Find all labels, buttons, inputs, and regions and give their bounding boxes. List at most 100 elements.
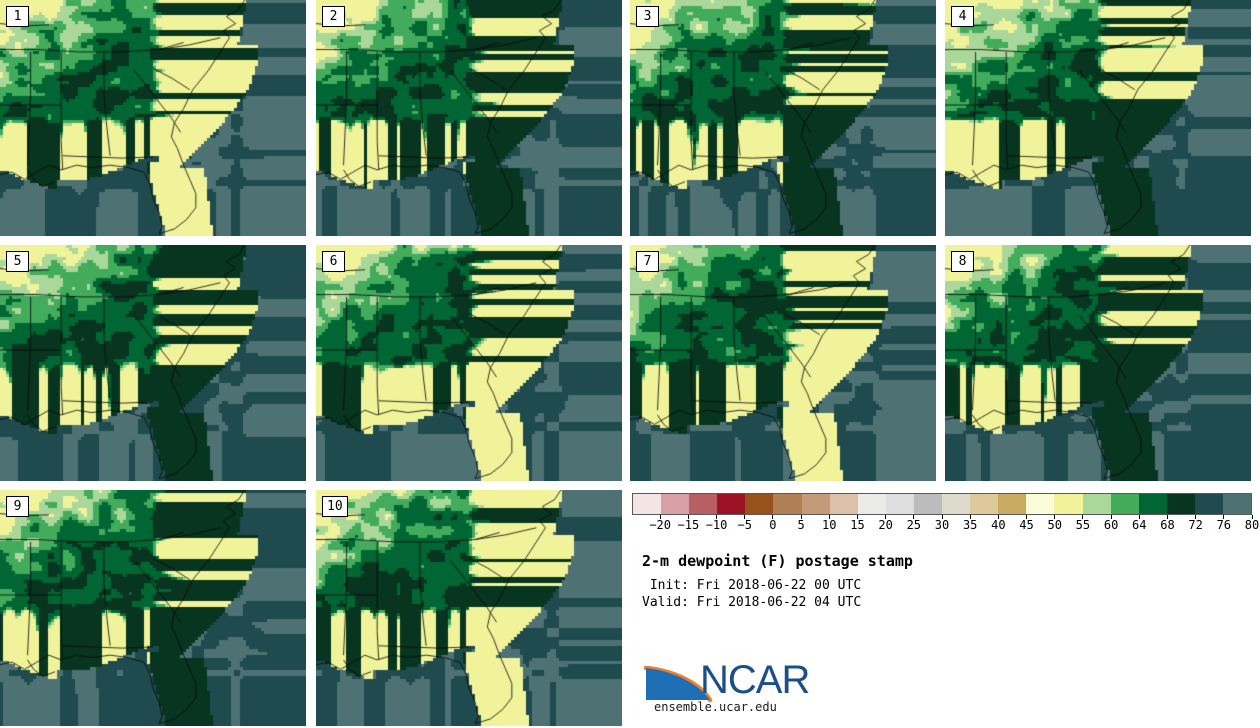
ensemble-member-panel-7[interactable]: 7 [630, 245, 936, 481]
colorbar-tick [913, 515, 915, 519]
colorbar-tick [687, 515, 689, 519]
panel-number-label: 5 [6, 251, 29, 272]
colorbar-cell [1026, 494, 1055, 514]
dewpoint-map-3 [630, 0, 936, 236]
colorbar-tick-label: 64 [1132, 518, 1147, 532]
colorbar-cell [801, 494, 830, 514]
ensemble-member-panel-10[interactable]: 10 [316, 490, 622, 726]
ncar-wordmark: NCAR [700, 658, 810, 702]
ensemble-member-panel-6[interactable]: 6 [316, 245, 622, 481]
colorbar-tick [885, 515, 887, 519]
colorbar [632, 493, 1252, 515]
panel-number-label: 7 [636, 251, 659, 272]
colorbar-tick [1082, 515, 1084, 519]
ncar-logo-mark [643, 665, 713, 703]
colorbar-cell [829, 494, 858, 514]
colorbar-cell [745, 494, 774, 514]
colorbar-cell [717, 494, 746, 514]
colorbar-cell [1054, 494, 1083, 514]
colorbar-tick-label: −15 [677, 518, 700, 532]
ensemble-member-panel-1[interactable]: 1 [0, 0, 306, 236]
colorbar-cell [998, 494, 1027, 514]
ensemble-member-panel-8[interactable]: 8 [945, 245, 1251, 481]
colorbar-cell [773, 494, 802, 514]
colorbar-cell [942, 494, 971, 514]
dewpoint-map-4 [945, 0, 1251, 236]
colorbar-tick [1054, 515, 1056, 519]
panel-number-label: 4 [951, 6, 974, 27]
colorbar-cell [1082, 494, 1111, 514]
colorbar-cell [689, 494, 718, 514]
ensemble-member-panel-3[interactable]: 3 [630, 0, 936, 236]
ncar-url-label: ensemble.ucar.edu [654, 700, 777, 714]
colorbar-tick-label: 55 [1075, 518, 1091, 532]
colorbar-tick [659, 515, 661, 519]
colorbar-tick-label: 5 [797, 518, 805, 532]
colorbar-tick-label: 72 [1188, 518, 1203, 532]
colorbar-tick [828, 515, 830, 519]
colorbar-tick [716, 515, 718, 519]
colorbar-tick-label: 40 [991, 518, 1006, 532]
colorbar-tick [1195, 515, 1197, 519]
legend-block: −20 −15 −10 −5 0 5 10 15 20 25 30 35 40 45 50 55 60 64 68 7… [630, 488, 1260, 728]
colorbar-tick [997, 515, 999, 519]
ncar-logo: NCAR ensemble.ucar.edu [642, 658, 862, 718]
colorbar-tick-label: 0 [769, 518, 777, 532]
panel-number-label: 2 [322, 6, 345, 27]
figure-title: 2-m dewpoint (F) postage stamp [642, 552, 913, 570]
colorbar-tick-marks [632, 515, 1253, 520]
valid-time-label: Valid: Fri 2018-06-22 04 UTC [642, 595, 862, 610]
colorbar-tick [800, 515, 802, 519]
colorbar-tick-label: 60 [1103, 518, 1119, 532]
colorbar-tick [1166, 515, 1168, 519]
colorbar-tick [1223, 515, 1225, 519]
dewpoint-map-5 [0, 245, 306, 481]
colorbar-tick [1251, 515, 1253, 519]
ensemble-member-panel-9[interactable]: 9 [0, 490, 306, 726]
ensemble-member-panel-5[interactable]: 5 [0, 245, 306, 481]
colorbar-tick-label: 35 [962, 518, 978, 532]
colorbar-tick-label: 80 [1244, 518, 1260, 532]
dewpoint-map-10 [316, 490, 622, 726]
panel-number-label: 10 [322, 496, 348, 517]
colorbar-tick [744, 515, 746, 519]
colorbar-cell [913, 494, 943, 514]
panel-number-label: 8 [951, 251, 974, 272]
dewpoint-map-7 [630, 245, 936, 481]
colorbar-cell [970, 494, 999, 514]
colorbar-tick-label: 15 [850, 518, 865, 532]
init-time-label: Init: Fri 2018-06-22 00 UTC [642, 578, 862, 593]
colorbar-tick-label: 25 [906, 518, 922, 532]
colorbar-tick [1110, 515, 1112, 519]
colorbar-tick-label: 10 [822, 518, 837, 532]
dewpoint-map-1 [0, 0, 306, 236]
colorbar-tick [1026, 515, 1028, 519]
colorbar-cell [1166, 494, 1195, 514]
panel-number-label: 1 [6, 6, 29, 27]
panel-number-label: 9 [6, 496, 29, 517]
colorbar-cell [661, 494, 690, 514]
colorbar-tick-label: 20 [878, 518, 893, 532]
colorbar-tick-labels: −20 −15 −10 −5 0 5 10 15 20 25 30 35 40 45 50 55 60 64 68 7… [632, 518, 1259, 534]
ensemble-member-panel-4[interactable]: 4 [945, 0, 1251, 236]
panel-number-label: 6 [322, 251, 345, 272]
colorbar-tick [1138, 515, 1140, 519]
colorbar-cell [633, 494, 662, 514]
colorbar-tick [969, 515, 971, 519]
colorbar-tick-label: −20 [649, 518, 672, 532]
colorbar-cell [857, 494, 886, 514]
panel-number-label: 3 [636, 6, 659, 27]
colorbar-cell [1138, 494, 1167, 514]
colorbar-tick-label: 50 [1047, 518, 1062, 532]
ensemble-member-panel-2[interactable]: 2 [316, 0, 622, 236]
colorbar-tick [772, 515, 774, 519]
dewpoint-map-8 [945, 245, 1251, 481]
colorbar-cell [1222, 494, 1252, 514]
colorbar-cell [1194, 494, 1223, 514]
colorbar-tick-label: −5 [737, 518, 752, 532]
colorbar-tick [941, 515, 943, 519]
colorbar-tick-label: −10 [705, 518, 728, 532]
dewpoint-map-9 [0, 490, 306, 726]
colorbar-cell [885, 494, 914, 514]
